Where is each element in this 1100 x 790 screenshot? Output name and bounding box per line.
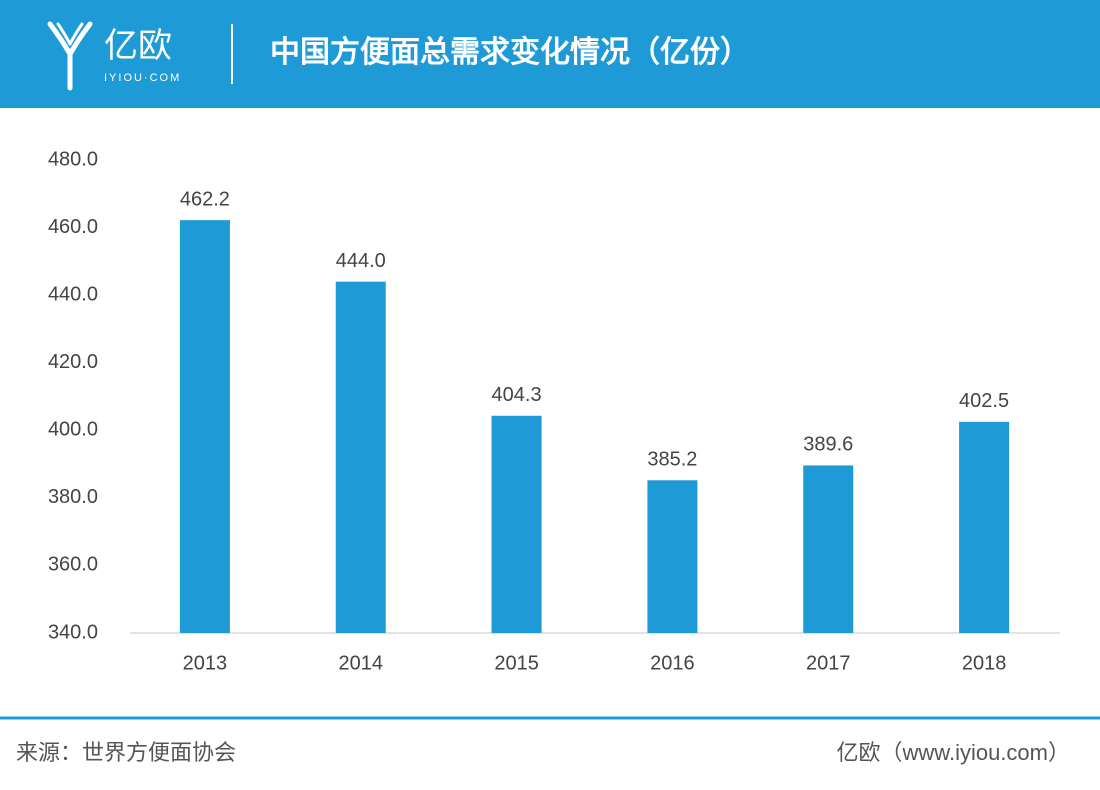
value-label: 462.2 <box>180 188 230 210</box>
bar <box>647 480 698 633</box>
x-tick-label: 2016 <box>650 652 695 674</box>
logo-icon <box>47 21 93 91</box>
y-tick-label: 460.0 <box>48 216 98 238</box>
x-tick-label: 2015 <box>494 652 539 674</box>
y-tick-label: 380.0 <box>48 486 98 508</box>
bar <box>959 421 1010 633</box>
header-band <box>0 0 1100 108</box>
source-note: 来源：世界方便面协会 <box>16 740 236 765</box>
y-tick-label: 360.0 <box>48 554 98 576</box>
logo-text: 亿欧 <box>104 27 172 65</box>
y-tick-label: 440.0 <box>48 283 98 305</box>
x-tick-label: 2014 <box>339 652 384 674</box>
chart-title: 中国方便面总需求变化情况（亿份） <box>270 35 750 69</box>
logo-subtext: IYIOU·COM <box>104 72 181 84</box>
x-tick-label: 2018 <box>962 652 1007 674</box>
credit-note: 亿欧（www.iyiou.com） <box>837 740 1070 765</box>
value-label: 389.6 <box>803 434 853 456</box>
y-tick-label: 420.0 <box>48 351 98 373</box>
y-tick-label: 480.0 <box>48 148 98 170</box>
bar <box>803 465 854 633</box>
value-label: 444.0 <box>336 250 386 272</box>
x-tick-label: 2013 <box>183 652 228 674</box>
x-tick-label: 2017 <box>806 652 851 674</box>
value-label: 404.3 <box>492 384 542 406</box>
value-label: 402.5 <box>959 390 1009 412</box>
bar <box>491 415 542 633</box>
y-tick-label: 340.0 <box>48 621 98 643</box>
bar <box>335 281 386 633</box>
value-label: 385.2 <box>647 449 697 471</box>
bar <box>179 220 230 634</box>
y-tick-label: 400.0 <box>48 419 98 441</box>
